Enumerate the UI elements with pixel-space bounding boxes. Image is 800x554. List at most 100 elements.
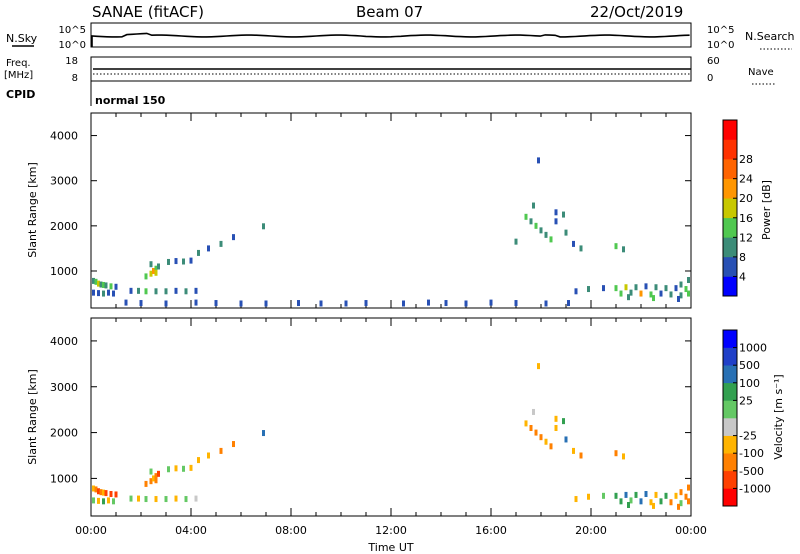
power-data-point — [144, 273, 148, 280]
velocity-data-point — [687, 484, 690, 491]
power-data-point — [619, 290, 623, 297]
power-data-point — [529, 218, 533, 225]
velocity-colorbar-tick-label: 500 — [739, 359, 760, 372]
freq-unit: [MHz] — [4, 70, 33, 81]
power-data-point — [154, 265, 158, 272]
power-colorbar-tick-label: 20 — [739, 192, 753, 205]
power-ytick-label: 2000 — [50, 220, 78, 233]
power-colorbar-tick-label: 12 — [739, 231, 753, 244]
power-data-point — [427, 299, 430, 306]
power-data-point — [102, 290, 105, 297]
velocity-data-point — [157, 470, 160, 477]
power-data-point — [154, 288, 158, 295]
power-data-point — [94, 278, 98, 285]
power-ytick-label: 4000 — [50, 130, 78, 143]
power-panel: Slant Range [km] 1000 2000 3000 4000 4 8 12 16… — [26, 112, 773, 309]
power-data-point — [674, 285, 678, 292]
beam-title: Beam 07 — [356, 3, 423, 21]
velocity-data-point — [659, 498, 663, 505]
freq-right-tick-top: 60 — [707, 56, 720, 67]
nsky-label: N.Sky — [6, 32, 38, 45]
power-data-point — [107, 289, 110, 296]
power-data-point — [567, 300, 570, 307]
velocity-colorbar-segment — [723, 435, 737, 454]
power-data-point — [544, 231, 548, 238]
power-data-point — [139, 300, 143, 307]
velocity-data-point — [144, 496, 148, 503]
velocity-colorbar-segment — [723, 382, 737, 401]
velocity-ytick-label: 1000 — [50, 472, 78, 485]
power-data-point — [602, 285, 605, 292]
velocity-data-point — [674, 492, 678, 499]
freq-label: Freq. — [6, 58, 31, 69]
power-data-point — [562, 211, 565, 218]
power-yticks: 1000 2000 3000 4000 — [50, 130, 691, 278]
power-data-point — [92, 277, 95, 284]
velocity-data-point — [99, 489, 103, 496]
power-data-point — [514, 300, 518, 307]
velocity-data-point — [97, 497, 100, 504]
noise-panel-frame — [90, 22, 692, 48]
power-data-point — [182, 258, 185, 265]
power-data-point — [579, 245, 583, 252]
velocity-data-point — [102, 498, 105, 505]
velocity-colorbar-segment — [723, 365, 737, 384]
power-data-point — [532, 202, 535, 209]
velocity-data-point — [639, 498, 643, 505]
velocity-data-point — [654, 491, 658, 498]
velocity-yticks: 1000 2000 3000 4000 — [50, 335, 691, 485]
velocity-data-point — [579, 452, 583, 459]
power-data-point — [564, 229, 568, 236]
velocity-data-point — [232, 441, 235, 448]
velocity-data-point — [644, 491, 648, 497]
velocity-data-point — [184, 496, 188, 503]
power-data-point — [184, 288, 188, 295]
station-title: SANAE (fitACF) — [92, 3, 204, 21]
velocity-xticks: 00:00 04:00 08:00 12:00 16:00 20:00 00:00 — [75, 318, 707, 537]
power-colorbar-segment — [723, 120, 737, 140]
velocity-colorbar-tick-label: -25 — [739, 430, 757, 443]
power-data-point — [572, 240, 575, 247]
power-data-point — [149, 261, 153, 268]
velocity-data-point — [629, 497, 633, 504]
velocity-data-point — [114, 491, 118, 498]
velocity-data-point — [144, 480, 148, 487]
freq-left-tick-top: 18 — [65, 56, 78, 67]
power-xticks — [90, 113, 692, 308]
power-data-point — [627, 294, 630, 301]
x-axis-label: Time UT — [367, 541, 413, 554]
power-data-point — [614, 285, 618, 292]
freq-left-tick-bottom: 8 — [72, 73, 78, 84]
power-data-point — [669, 291, 673, 298]
power-data-point — [652, 295, 655, 302]
power-colorbar: 4 8 12 16 20 24 28 — [722, 119, 753, 297]
velocity-data-point — [664, 492, 668, 499]
power-data-point — [154, 269, 158, 276]
power-data-point — [587, 286, 590, 293]
power-data-point — [97, 280, 100, 287]
power-data-point — [677, 295, 680, 302]
velocity-data-point — [619, 498, 623, 505]
power-colorbar-tick-label: 28 — [739, 153, 753, 166]
velocity-frame — [90, 317, 692, 517]
velocity-colorbar-label: Velocity [m s⁻¹] — [772, 374, 785, 459]
velocity-data-point — [174, 495, 178, 502]
power-data-point — [194, 287, 198, 294]
velocity-data-point — [194, 495, 198, 502]
noise-left-tick-bottom: 10^0 — [59, 40, 86, 51]
velocity-data-point — [602, 492, 605, 499]
velocity-data-point — [544, 438, 548, 445]
power-data-point — [644, 283, 648, 290]
velocity-ytick-label: 4000 — [50, 335, 78, 348]
velocity-points — [92, 363, 690, 510]
power-data-point — [344, 300, 348, 307]
power-data-point — [264, 300, 268, 307]
power-data-point — [97, 290, 100, 297]
power-data-point — [164, 300, 168, 307]
power-data-point — [319, 300, 323, 307]
velocity-data-point — [197, 457, 200, 464]
nsearch-label: N.Search — [745, 30, 795, 43]
velocity-data-point — [207, 452, 210, 459]
